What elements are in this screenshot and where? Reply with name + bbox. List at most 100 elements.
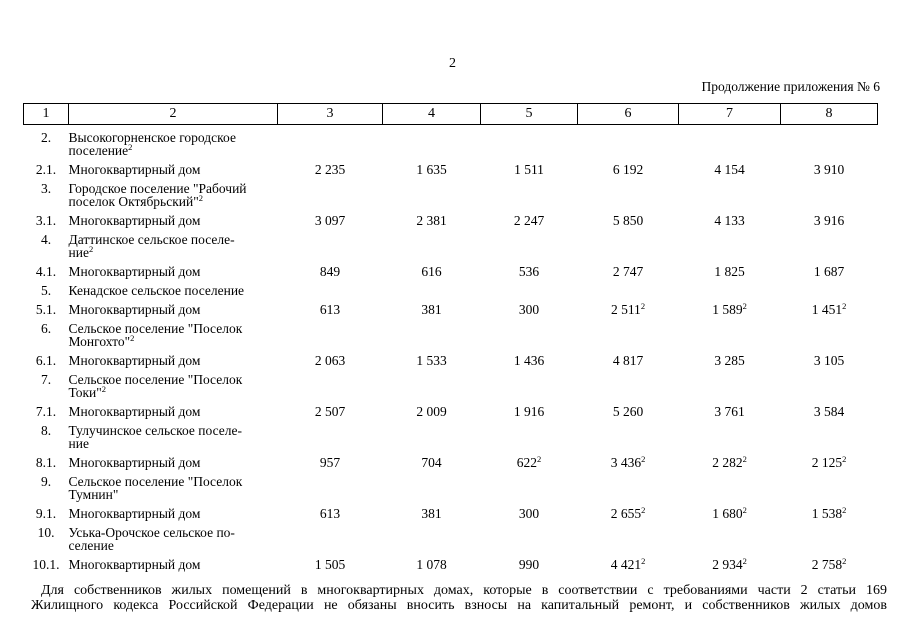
row-number: 3.1. <box>35 213 57 228</box>
row-value <box>781 418 878 450</box>
row-value: 2 6552 <box>610 505 646 521</box>
row-label: Многоквартирный дом <box>68 455 201 470</box>
row-value: 613 <box>319 506 341 521</box>
row-value <box>578 176 679 208</box>
table-row: 2.1. Многоквартирный дом 2 235 1 635 1 511 6 … <box>24 157 878 177</box>
row-value <box>481 125 578 158</box>
row-value: 2 5112 <box>610 301 646 317</box>
row-value: 5 850 <box>612 213 644 228</box>
row-value <box>578 125 679 158</box>
row-value <box>481 316 578 348</box>
footnote-marker: 2 <box>640 301 646 311</box>
row-label: Многоквартирный дом <box>68 213 201 228</box>
row-number: 4.1. <box>35 264 57 279</box>
row-value <box>383 520 481 552</box>
row-value <box>781 176 878 208</box>
footnote-marker: 2 <box>641 505 646 515</box>
row-value: 1 5382 <box>811 505 847 521</box>
row-number: 7. <box>40 372 52 387</box>
row-value <box>578 367 679 399</box>
row-value: 2 1252 <box>811 454 847 470</box>
row-value <box>278 176 383 208</box>
row-value: 1 533 <box>416 353 447 368</box>
row-value <box>679 520 781 552</box>
footnote-marker: 2 <box>88 244 94 254</box>
row-value: 300 <box>518 506 540 521</box>
row-number: 9.1. <box>35 506 57 521</box>
row-value: 381 <box>421 302 442 317</box>
row-label: Уська-Орочское сельское по-селение <box>68 525 235 553</box>
row-number: 4. <box>40 232 52 247</box>
table-row: 9.1. Многоквартирный дом 613 381 300 2 6552 1 … <box>24 501 878 521</box>
row-value: 613 <box>319 302 341 317</box>
row-value: 3 285 <box>714 353 745 368</box>
row-value <box>679 469 781 501</box>
row-value: 6222 <box>516 454 542 470</box>
row-value <box>278 227 383 259</box>
footnote: Для собственников жилых помещений в мног… <box>31 583 887 613</box>
row-number: 2.1. <box>35 162 57 177</box>
row-value: 704 <box>421 455 442 470</box>
row-label: Многоквартирный дом <box>68 162 201 177</box>
row-value <box>481 227 578 259</box>
table-row: 6. Сельское поселение "Поселок Монгохто"2 <box>24 316 878 349</box>
row-value: 2 2822 <box>712 454 747 470</box>
row-label: Тулучинское сельское поселе-ние <box>68 423 242 451</box>
row-value <box>383 227 481 259</box>
row-value: 1 511 <box>514 162 544 177</box>
row-value <box>679 227 781 259</box>
row-value: 2 247 <box>513 213 545 228</box>
row-value <box>578 278 679 297</box>
table-header-row: 1 2 3 4 5 6 7 8 <box>23 103 878 125</box>
footnote-marker: 2 <box>742 454 747 464</box>
row-value: 2 507 <box>314 404 346 419</box>
row-value <box>481 367 578 399</box>
row-value <box>383 125 481 158</box>
table-row: 4. Даттинское сельское поселе-ние2 <box>24 227 878 260</box>
row-label: Многоквартирный дом <box>68 506 201 521</box>
footnote-marker: 2 <box>742 505 747 515</box>
table-row: 5.1. Многоквартирный дом 613 381 300 2 5112 1 … <box>24 297 878 317</box>
row-label: Сельское поселение "Поселок Тумнин" <box>68 474 243 502</box>
row-value: 300 <box>518 302 540 317</box>
row-value <box>383 418 481 450</box>
row-value <box>578 227 679 259</box>
column-header: 8 <box>780 103 878 125</box>
table-row: 7.1. Многоквартирный дом 2 507 2 009 1 916 5 … <box>24 399 878 419</box>
row-value: 3 761 <box>714 404 745 419</box>
row-value: 1 635 <box>416 162 447 177</box>
row-value <box>781 316 878 348</box>
footnote-line: Для собственников жилых помещений в мног… <box>41 583 887 598</box>
row-value <box>578 418 679 450</box>
row-value: 1 6802 <box>712 505 747 521</box>
row-value <box>383 278 481 297</box>
row-label: Высокогорненское городское поселение2 <box>68 130 236 158</box>
table-row: 8.1. Многоквартирный дом 957 704 6222 3 4362 2… <box>24 450 878 470</box>
row-value <box>278 278 383 297</box>
footnote-marker: 2 <box>130 333 135 343</box>
footnote-marker: 2 <box>742 301 747 311</box>
row-value <box>383 316 481 348</box>
row-value <box>278 125 383 158</box>
row-number: 10.1. <box>32 557 60 572</box>
row-value: 3 097 <box>314 213 346 228</box>
footnote-marker: 2 <box>842 556 847 566</box>
row-number: 5. <box>40 283 52 298</box>
row-value: 849 <box>319 264 341 279</box>
table-row: 5. Кенадское сельское поселение <box>24 278 878 298</box>
row-value: 1 916 <box>513 404 545 419</box>
row-number: 8.1. <box>35 455 57 470</box>
table-row: 3. Городское поселение "Рабочий поселок Ок… <box>24 176 878 209</box>
row-value <box>481 469 578 501</box>
row-value: 5 260 <box>612 404 644 419</box>
row-value <box>578 520 679 552</box>
column-header: 3 <box>277 103 383 125</box>
row-number: 7.1. <box>35 404 57 419</box>
row-value: 957 <box>319 455 341 470</box>
row-value: 1 078 <box>416 557 447 572</box>
row-value <box>278 469 383 501</box>
row-number: 9. <box>40 474 52 489</box>
row-value <box>383 176 481 208</box>
footnote-marker: 2 <box>128 142 133 152</box>
table-body: 2. Высокогорненское городское поселение2 2.… <box>24 125 878 572</box>
